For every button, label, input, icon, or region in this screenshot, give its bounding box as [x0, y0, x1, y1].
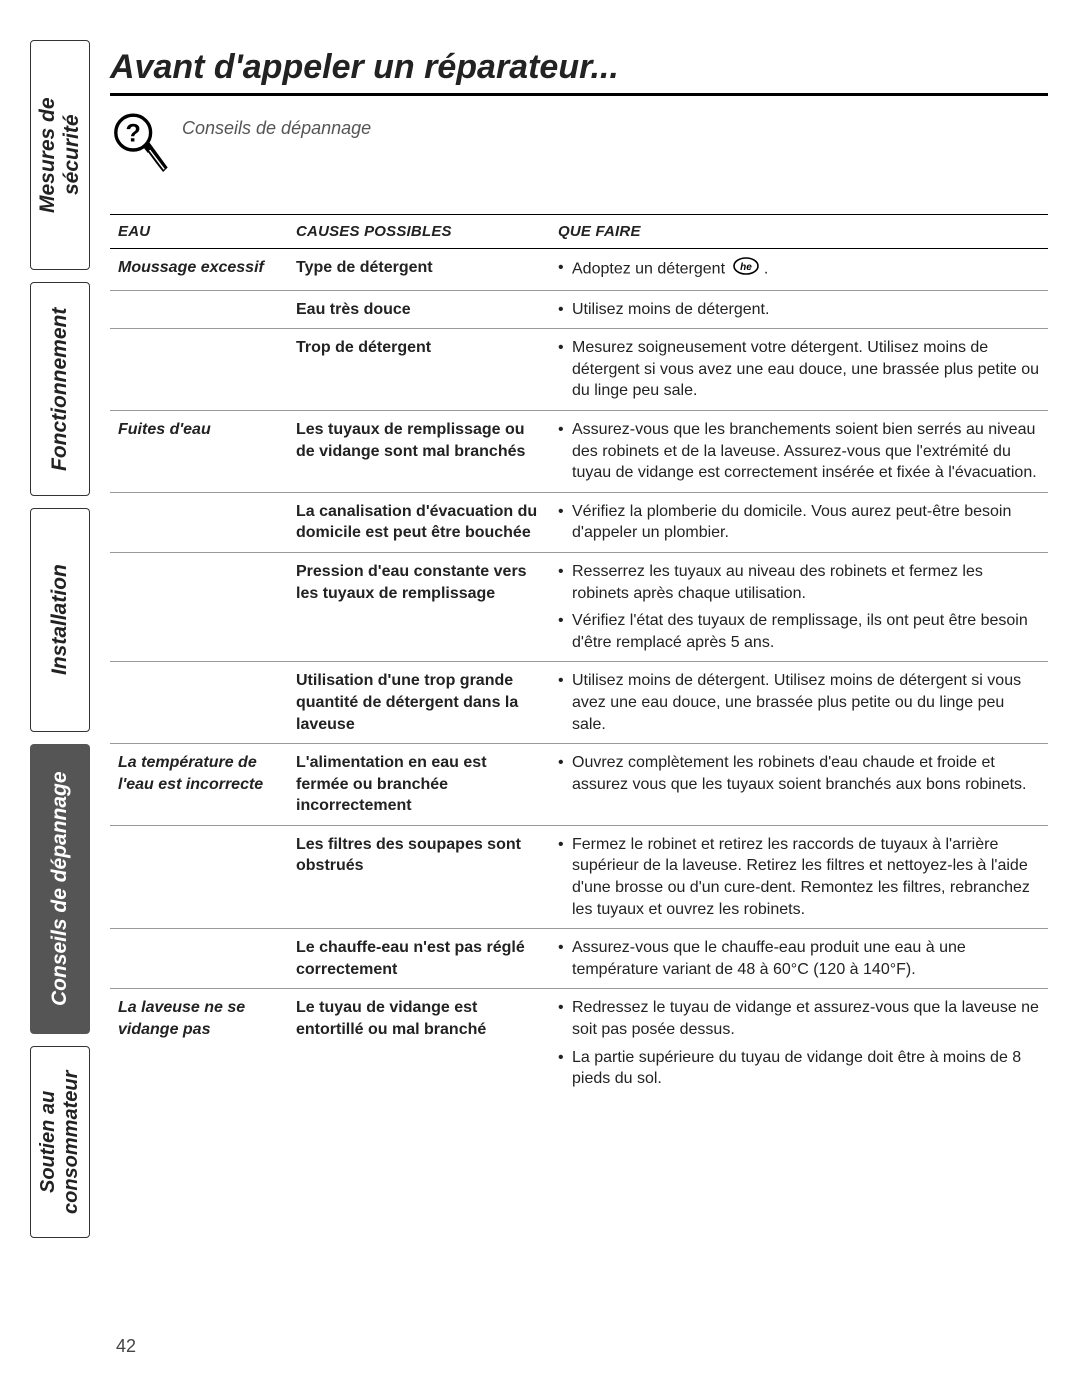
tab-operation[interactable]: Fonctionnement — [30, 282, 90, 496]
action-text: Fermez le robinet et retirez les raccord… — [558, 834, 1040, 920]
table-row: Trop de détergent Mesurez soigneusement … — [110, 329, 1048, 411]
table-row: La canalisation d'évacuation du domicile… — [110, 492, 1048, 552]
action-cell: Adoptez un détergent he . — [550, 249, 1048, 291]
table-row: La température de l'eau est incorrecte L… — [110, 744, 1048, 826]
table-row: Fuites d'eau Les tuyaux de remplissage o… — [110, 410, 1048, 492]
action-text: Vérifiez l'état des tuyaux de remplissag… — [558, 610, 1040, 653]
question-magnifier-icon: ? — [110, 110, 168, 190]
problem-cell: Moussage excessif — [110, 249, 288, 291]
problem-cell — [110, 329, 288, 411]
header-cause: CAUSES POSSIBLES — [288, 215, 550, 249]
problem-cell — [110, 825, 288, 928]
cause-cell: La canalisation d'évacuation du domicile… — [288, 492, 550, 552]
problem-cell — [110, 662, 288, 744]
action-text: Mesurez soigneusement votre détergent. U… — [558, 337, 1040, 402]
table-row: Pression d'eau constante vers les tuyaux… — [110, 552, 1048, 661]
cause-cell: Le chauffe-eau n'est pas réglé correctem… — [288, 929, 550, 989]
problem-cell: La température de l'eau est incorrecte — [110, 744, 288, 826]
table-row: Les filtres des soupapes sont obstrués F… — [110, 825, 1048, 928]
main-content: Avant d'appeler un réparateur... ? Conse… — [110, 48, 1048, 1098]
cause-cell: Trop de détergent — [288, 329, 550, 411]
problem-cell — [110, 929, 288, 989]
cause-cell: Les tuyaux de remplissage ou de vidange … — [288, 410, 550, 492]
cause-cell: Pression d'eau constante vers les tuyaux… — [288, 552, 550, 661]
action-cell: Mesurez soigneusement votre détergent. U… — [550, 329, 1048, 411]
action-text: Assurez-vous que le chauffe-eau produit … — [558, 937, 1040, 980]
table-row: La laveuse ne se vidange pas Le tuyau de… — [110, 989, 1048, 1098]
problem-cell — [110, 552, 288, 661]
troubleshooting-table: EAU CAUSES POSSIBLES QUE FAIRE Moussage … — [110, 214, 1048, 1098]
action-cell: Fermez le robinet et retirez les raccord… — [550, 825, 1048, 928]
action-cell: Utilisez moins de détergent. Utilisez mo… — [550, 662, 1048, 744]
tab-consumer-support[interactable]: Soutien au consommateur — [30, 1046, 90, 1238]
action-cell: Redressez le tuyau de vidange et assurez… — [550, 989, 1048, 1098]
cause-cell: Les filtres des soupapes sont obstrués — [288, 825, 550, 928]
cause-cell: Le tuyau de vidange est entortillé ou ma… — [288, 989, 550, 1098]
sidebar-tabs: Mesures de sécurité Fonctionnement Insta… — [30, 40, 90, 1238]
problem-cell — [110, 290, 288, 329]
page-title: Avant d'appeler un réparateur... — [110, 48, 1048, 96]
cause-cell: L'alimentation en eau est fermée ou bran… — [288, 744, 550, 826]
action-text: Redressez le tuyau de vidange et assurez… — [558, 997, 1040, 1040]
svg-text:he: he — [741, 262, 753, 273]
table-header-row: EAU CAUSES POSSIBLES QUE FAIRE — [110, 215, 1048, 249]
header-action: QUE FAIRE — [550, 215, 1048, 249]
table-row: Le chauffe-eau n'est pas réglé correctem… — [110, 929, 1048, 989]
page-number: 42 — [116, 1336, 136, 1357]
action-text: Resserrez les tuyaux au niveau des robin… — [558, 561, 1040, 604]
he-badge-icon: he — [733, 257, 759, 282]
subtitle: Conseils de dépannage — [182, 110, 371, 139]
cause-cell: Eau très douce — [288, 290, 550, 329]
tab-safety[interactable]: Mesures de sécurité — [30, 40, 90, 270]
header-problem: EAU — [110, 215, 288, 249]
action-cell: Vérifiez la plomberie du domicile. Vous … — [550, 492, 1048, 552]
table-row: Eau très douce Utilisez moins de déterge… — [110, 290, 1048, 329]
action-text: Utilisez moins de détergent. — [558, 299, 1040, 321]
svg-text:?: ? — [126, 119, 141, 147]
problem-cell: La laveuse ne se vidange pas — [110, 989, 288, 1098]
action-text: Assurez-vous que les branchements soient… — [558, 419, 1040, 484]
problem-cell: Fuites d'eau — [110, 410, 288, 492]
action-cell: Resserrez les tuyaux au niveau des robin… — [550, 552, 1048, 661]
action-cell: Assurez-vous que les branchements soient… — [550, 410, 1048, 492]
action-text: Ouvrez complètement les robinets d'eau c… — [558, 752, 1040, 795]
action-text: Vérifiez la plomberie du domicile. Vous … — [558, 501, 1040, 544]
action-cell: Assurez-vous que le chauffe-eau produit … — [550, 929, 1048, 989]
subtitle-row: ? Conseils de dépannage — [110, 110, 1048, 190]
period: . — [764, 261, 768, 278]
problem-cell — [110, 492, 288, 552]
action-cell: Utilisez moins de détergent. — [550, 290, 1048, 329]
action-text: Adoptez un détergent — [572, 261, 725, 278]
table-row: Utilisation d'une trop grande quantité d… — [110, 662, 1048, 744]
table-row: Moussage excessif Type de détergent Adop… — [110, 249, 1048, 291]
action-text: La partie supérieure du tuyau de vidange… — [558, 1047, 1040, 1090]
action-cell: Ouvrez complètement les robinets d'eau c… — [550, 744, 1048, 826]
cause-cell: Type de détergent — [288, 249, 550, 291]
tab-installation[interactable]: Installation — [30, 508, 90, 732]
cause-cell: Utilisation d'une trop grande quantité d… — [288, 662, 550, 744]
tab-troubleshooting[interactable]: Conseils de dépannage — [30, 744, 90, 1034]
action-text: Utilisez moins de détergent. Utilisez mo… — [558, 670, 1040, 735]
